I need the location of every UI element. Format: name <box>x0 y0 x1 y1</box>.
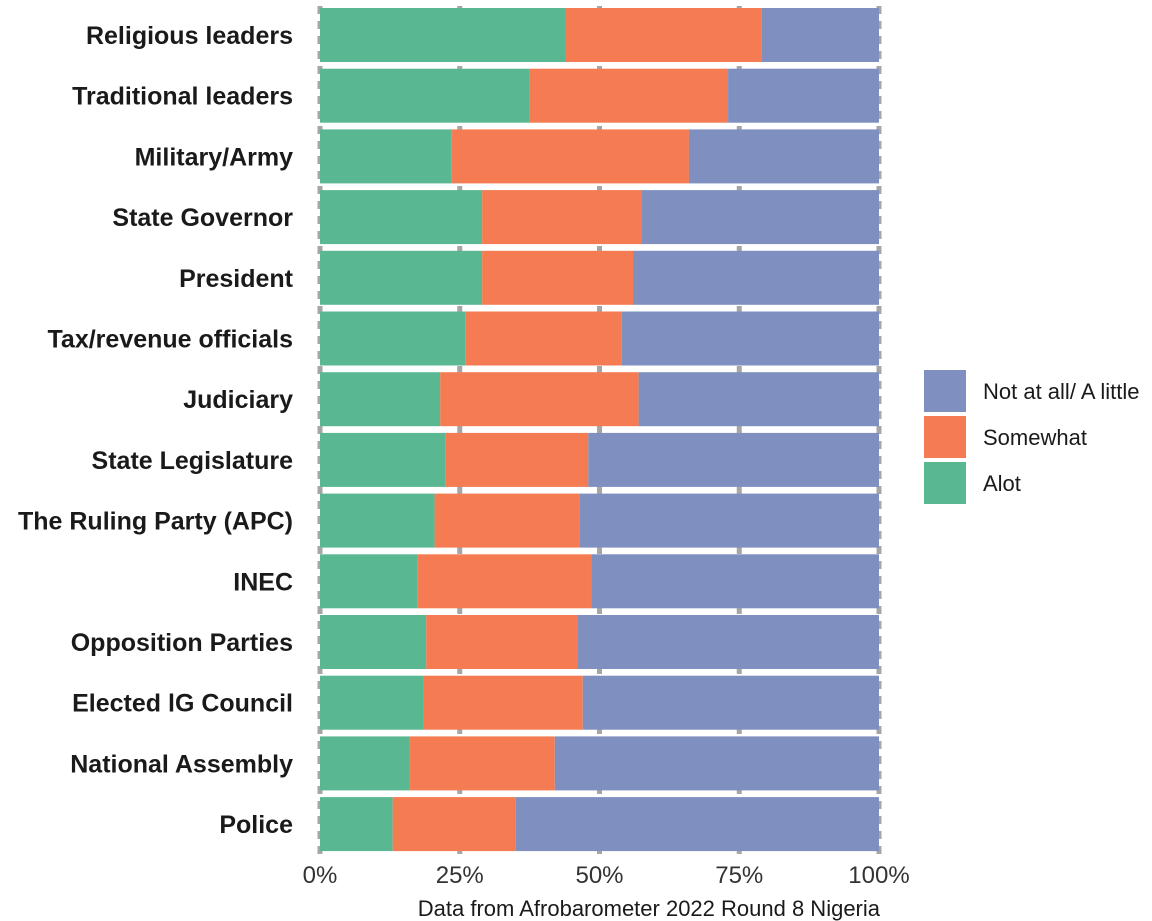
bar-segment <box>633 250 879 305</box>
category-label: Opposition Parties <box>71 629 293 657</box>
bar-segment <box>761 8 879 62</box>
bar-segment <box>320 250 483 305</box>
bar-segment <box>482 190 642 245</box>
bar-segment <box>641 190 879 245</box>
x-tick-label: 25% <box>436 862 484 889</box>
legend-swatch <box>924 370 966 412</box>
x-tick-label: 50% <box>575 862 623 889</box>
category-label: Tax/revenue officials <box>48 326 293 354</box>
legend-label: Not at all/ A little <box>983 379 1140 404</box>
bar-segment <box>515 797 879 852</box>
category-label: INEC <box>233 568 293 596</box>
bar-segment <box>621 311 879 366</box>
bar-segment <box>320 554 418 609</box>
legend: Not at all/ A little Somewhat Alot <box>924 370 1140 504</box>
category-label: Judiciary <box>183 386 293 414</box>
bar-segment <box>320 736 410 791</box>
bar-segment <box>320 190 483 245</box>
bar-segment <box>320 432 446 487</box>
legend-swatch <box>924 462 966 504</box>
bar-segment <box>409 736 555 791</box>
x-axis-ticks: 0% 25% 50% 75% 100% <box>303 862 910 889</box>
x-tick-label: 100% <box>848 862 909 889</box>
bar-segment <box>554 736 879 791</box>
category-labels: Religious leaders Traditional leaders Mili… <box>18 22 294 839</box>
bar-segment <box>579 493 879 548</box>
bar-segment <box>565 8 762 62</box>
bar-segment <box>445 432 589 487</box>
bar-segment <box>423 675 583 730</box>
category-label: The Ruling Party (APC) <box>18 508 293 536</box>
bar-segment <box>588 432 879 487</box>
category-label: Traditional leaders <box>72 83 293 111</box>
bar-segment <box>320 615 427 669</box>
category-label: President <box>179 265 294 293</box>
legend-swatch <box>924 416 966 458</box>
bar-segment <box>320 675 424 730</box>
bar-segment <box>577 615 879 669</box>
bar-segment <box>320 311 466 366</box>
category-label: Religious leaders <box>86 22 293 50</box>
legend-label: Alot <box>983 471 1021 496</box>
bar-segment <box>417 554 592 609</box>
bar-segment <box>688 129 879 184</box>
bar-segment <box>728 68 879 123</box>
bar-segment <box>320 372 441 427</box>
bar-segment <box>320 68 530 123</box>
bar-segment <box>320 129 452 184</box>
bars-area <box>320 8 879 852</box>
x-tick-label: 0% <box>303 862 338 889</box>
bar-segment <box>638 372 879 427</box>
bar-segment <box>582 675 879 730</box>
bar-segment <box>465 311 622 366</box>
bar-segment <box>320 797 393 852</box>
x-tick-label: 75% <box>715 862 763 889</box>
bar-segment <box>482 250 634 305</box>
bar-segment <box>320 493 435 548</box>
category-label: State Legislature <box>92 447 294 475</box>
chart-caption: Data from Afrobarometer 2022 Round 8 Nig… <box>418 896 881 921</box>
category-label: Police <box>219 811 293 839</box>
bar-segment <box>434 493 580 548</box>
category-label: Elected lG Council <box>72 690 293 718</box>
bar-segment <box>440 372 639 427</box>
legend-label: Somewhat <box>983 425 1087 450</box>
category-label: National Assembly <box>70 750 293 778</box>
category-label: Military/Army <box>135 143 293 171</box>
bar-segment <box>426 615 578 669</box>
bar-segment <box>320 8 566 62</box>
bar-segment <box>591 554 879 609</box>
bar-segment <box>529 68 729 123</box>
bar-segment <box>392 797 516 852</box>
bar-segment <box>451 129 689 184</box>
category-label: State Governor <box>112 204 293 232</box>
